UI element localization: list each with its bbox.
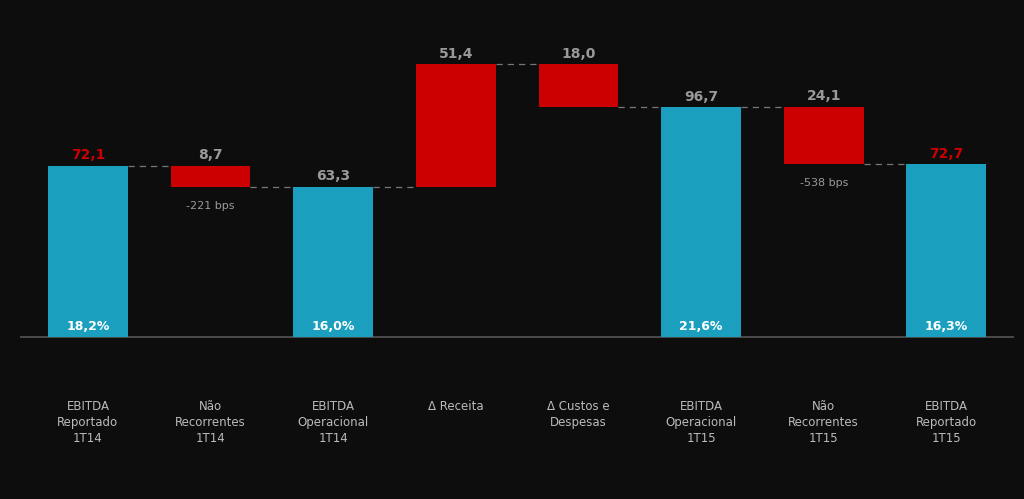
Bar [171, 166, 251, 187]
Text: 18,2%: 18,2% [67, 320, 110, 333]
Text: 63,3: 63,3 [316, 169, 350, 183]
Bar [906, 164, 986, 337]
Text: 8,7: 8,7 [199, 148, 223, 162]
Text: 21,6%: 21,6% [679, 320, 723, 333]
Bar [293, 187, 373, 337]
Text: 51,4: 51,4 [438, 47, 473, 61]
Text: 16,0%: 16,0% [311, 320, 355, 333]
Text: -221 bps: -221 bps [186, 201, 234, 211]
Bar [539, 64, 618, 107]
Bar [416, 64, 496, 187]
Text: 96,7: 96,7 [684, 90, 718, 104]
Text: -538 bps: -538 bps [800, 179, 848, 189]
Bar [662, 107, 741, 337]
Text: 72,1: 72,1 [71, 148, 105, 162]
Bar [783, 107, 863, 164]
Bar [48, 166, 128, 337]
Text: 16,3%: 16,3% [925, 320, 968, 333]
Text: 24,1: 24,1 [807, 89, 841, 103]
Text: 18,0: 18,0 [561, 47, 596, 61]
Text: 72,7: 72,7 [929, 147, 964, 161]
